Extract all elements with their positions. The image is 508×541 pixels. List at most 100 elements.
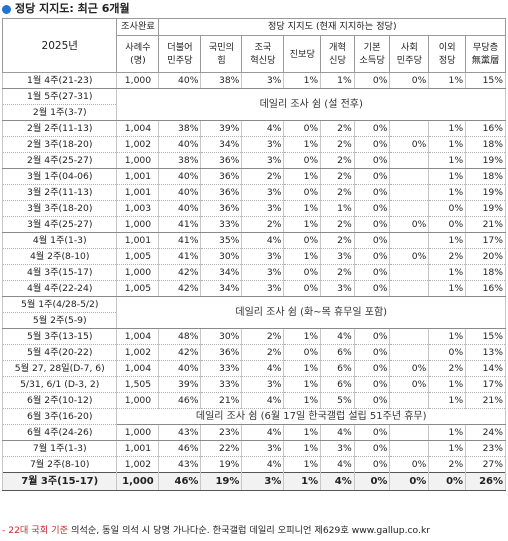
sample-size-cell: 1,002 bbox=[116, 344, 160, 361]
value-cell: 1% bbox=[283, 424, 322, 441]
party-header: 조국 혁신당 bbox=[241, 35, 285, 73]
value-cell: 3% bbox=[320, 248, 355, 265]
party-header: 무당층 無黨層 bbox=[465, 35, 506, 73]
value-cell: 4% bbox=[241, 392, 285, 409]
table-row: 5/31, 6/1 (D-3, 2) 1,505 39% 33% 3% 1% 6% 0% 0% 1… bbox=[1, 376, 506, 393]
period-cell: 5/31, 6/1 (D-3, 2) bbox=[1, 376, 118, 393]
value-cell: 40% bbox=[158, 200, 202, 217]
value-cell: 4% bbox=[320, 456, 355, 473]
value-cell: 2% bbox=[241, 344, 285, 361]
value-cell: 0% bbox=[353, 216, 391, 233]
value-cell: 3% bbox=[241, 376, 285, 393]
table-row: 4월 1주(1-3) 1,001 41% 35% 4% 0% 2% 0% 1% 17% bbox=[1, 232, 506, 249]
value-cell bbox=[389, 392, 430, 409]
value-cell: 30% bbox=[200, 328, 243, 345]
value-cell: 4% bbox=[241, 120, 285, 137]
table-row: 2월 3주(18-20) 1,002 40% 34% 3% 1% 2% 0% 0% 1% 18% bbox=[1, 136, 506, 153]
value-cell bbox=[389, 280, 430, 297]
sample-size-cell: 1,004 bbox=[116, 328, 160, 345]
value-cell: 36% bbox=[200, 344, 243, 361]
period-cell: 7월 2주(8-10) bbox=[1, 456, 118, 473]
value-cell: 42% bbox=[158, 264, 202, 281]
value-cell: 19% bbox=[465, 152, 506, 169]
value-cell: 1% bbox=[283, 456, 322, 473]
value-cell: 0% bbox=[283, 232, 322, 249]
value-cell: 34% bbox=[200, 264, 243, 281]
page-title-text: 정당 지지도: 최근 6개월 bbox=[15, 2, 130, 15]
value-cell: 1% bbox=[428, 328, 467, 345]
value-cell: 19% bbox=[200, 472, 243, 491]
table-row: 4월 2주(8-10) 1,005 41% 30% 3% 1% 3% 0% 0% 2% 20% bbox=[1, 248, 506, 265]
value-cell: 1% bbox=[283, 168, 322, 185]
value-cell: 1% bbox=[428, 136, 467, 153]
table-row: 5월 27, 28일(D-7, 6) 1,004 40% 33% 4% 1% 6% 0% 0% 2… bbox=[1, 360, 506, 377]
value-cell: 0% bbox=[353, 264, 391, 281]
value-cell: 2% bbox=[241, 328, 285, 345]
value-cell: 0% bbox=[389, 360, 430, 377]
sample-size-cell: 1,505 bbox=[116, 376, 160, 393]
value-cell: 42% bbox=[158, 344, 202, 361]
period-cell: 3월 3주(18-20) bbox=[1, 200, 118, 217]
value-cell: 40% bbox=[158, 168, 202, 185]
value-cell: 27% bbox=[465, 456, 506, 473]
value-cell: 38% bbox=[158, 152, 202, 169]
value-cell: 0% bbox=[353, 328, 391, 345]
value-cell: 21% bbox=[465, 392, 506, 409]
value-cell: 34% bbox=[200, 136, 243, 153]
value-cell: 1% bbox=[428, 376, 467, 393]
table-row: 5월 2주(5-9) bbox=[1, 312, 506, 329]
table-row: 1월 4주(21-23) 1,000 40% 38% 3% 1% 1% 0% 0% 1% 15% bbox=[1, 72, 506, 89]
period-cell: 4월 2주(8-10) bbox=[1, 248, 118, 265]
party-header: 이외 정당 bbox=[428, 35, 467, 73]
value-cell: 1% bbox=[428, 392, 467, 409]
sample-size-cell: 1,004 bbox=[116, 120, 160, 137]
sample-size-cell: 1,000 bbox=[116, 472, 160, 491]
party-header: 사회 민주당 bbox=[389, 35, 430, 73]
value-cell: 6% bbox=[320, 360, 355, 377]
value-cell: 1% bbox=[428, 152, 467, 169]
table-row: 3월 2주(11-13) 1,001 40% 36% 3% 0% 2% 0% 1% 19% bbox=[1, 184, 506, 201]
period-cell: 4월 4주(22-24) bbox=[1, 280, 118, 297]
value-cell: 0% bbox=[353, 424, 391, 441]
value-cell: 2% bbox=[428, 456, 467, 473]
value-cell: 36% bbox=[200, 168, 243, 185]
value-cell: 21% bbox=[465, 216, 506, 233]
table-row: 5월 3주(13-15) 1,004 48% 30% 2% 1% 4% 0% 1% 15% bbox=[1, 328, 506, 345]
table-row: 2월 4주(25-27) 1,000 38% 36% 3% 0% 2% 0% 1% 19% bbox=[1, 152, 506, 169]
value-cell: 15% bbox=[465, 328, 506, 345]
value-cell: 2% bbox=[320, 184, 355, 201]
value-cell: 15% bbox=[465, 72, 506, 89]
value-cell: 48% bbox=[158, 328, 202, 345]
value-cell: 4% bbox=[320, 328, 355, 345]
value-cell: 2% bbox=[428, 248, 467, 265]
party-header: 국민의 힘 bbox=[200, 35, 243, 73]
value-cell: 6% bbox=[320, 376, 355, 393]
value-cell: 40% bbox=[158, 184, 202, 201]
value-cell: 0% bbox=[389, 72, 430, 89]
value-cell: 36% bbox=[200, 184, 243, 201]
value-cell: 38% bbox=[200, 72, 243, 89]
table-body: 1월 4주(21-23) 1,000 40% 38% 3% 1% 1% 0% 0% 1% 15% 1월… bbox=[1, 72, 506, 491]
value-cell: 43% bbox=[158, 424, 202, 441]
value-cell: 4% bbox=[320, 472, 355, 491]
value-cell: 3% bbox=[241, 440, 285, 457]
table-row: 5월 4주(20-22) 1,002 42% 36% 2% 0% 6% 0% 0% 13% bbox=[1, 344, 506, 361]
party-header: 진보당 bbox=[283, 35, 322, 73]
value-cell bbox=[389, 152, 430, 169]
value-cell: 20% bbox=[465, 248, 506, 265]
value-cell: 2% bbox=[320, 120, 355, 137]
value-cell bbox=[389, 344, 430, 361]
latest-row: 7월 3주(15-17) 1,000 46% 19% 3% 1% 4% 0% 0% 0% 26% bbox=[1, 472, 506, 491]
bullet-dot-icon bbox=[2, 4, 11, 14]
value-cell: 3% bbox=[241, 200, 285, 217]
value-cell bbox=[389, 232, 430, 249]
value-cell: 0% bbox=[389, 376, 430, 393]
value-cell: 2% bbox=[320, 152, 355, 169]
value-cell: 1% bbox=[283, 328, 322, 345]
period-cell: 5월 2주(5-9) bbox=[1, 312, 118, 329]
value-cell bbox=[389, 328, 430, 345]
sample-size-cell: 1,002 bbox=[116, 136, 160, 153]
value-cell: 1% bbox=[320, 72, 355, 89]
period-cell: 4월 1주(1-3) bbox=[1, 232, 118, 249]
value-cell: 0% bbox=[389, 216, 430, 233]
